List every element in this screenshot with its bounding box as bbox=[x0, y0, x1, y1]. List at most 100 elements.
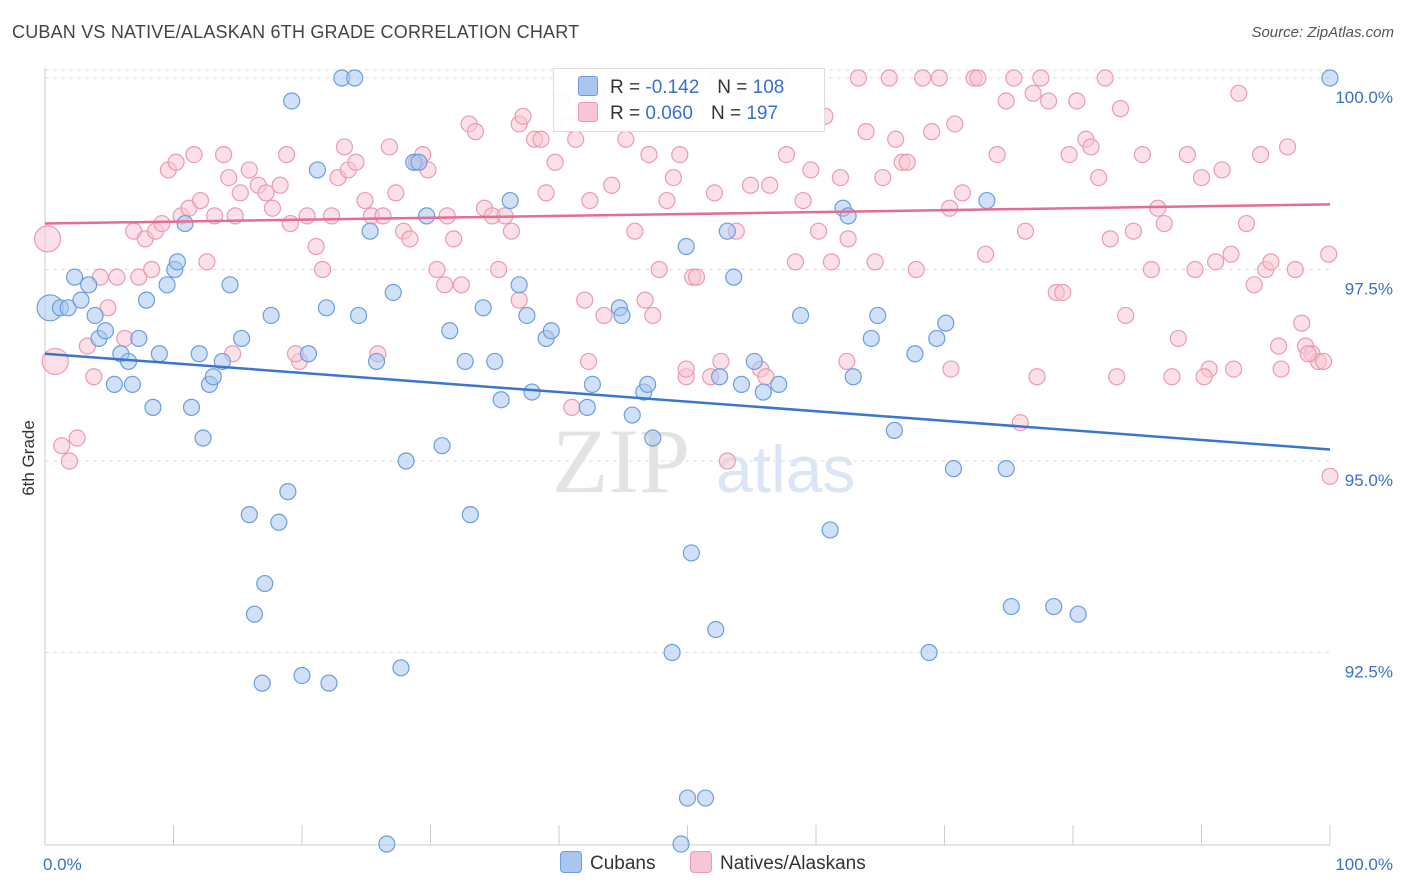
watermark-zip: ZIP bbox=[552, 410, 690, 512]
legend-n-label: N = bbox=[710, 103, 742, 124]
natives-point bbox=[281, 214, 300, 233]
natives-point bbox=[567, 130, 585, 148]
natives-point bbox=[1060, 146, 1078, 164]
chart-title: CUBAN VS NATIVE/ALASKAN 6TH GRADE CORREL… bbox=[12, 22, 580, 42]
natives-point bbox=[108, 268, 126, 286]
cubans-point bbox=[456, 352, 474, 371]
cubans-point bbox=[293, 666, 311, 685]
legend-r-label: R = bbox=[610, 77, 641, 98]
natives-point bbox=[969, 69, 987, 87]
natives-point bbox=[907, 260, 925, 279]
natives-point bbox=[1225, 360, 1243, 378]
cubans-point bbox=[221, 276, 239, 294]
natives-point bbox=[1213, 161, 1231, 179]
cubans-point bbox=[696, 789, 715, 807]
cubans-point bbox=[885, 421, 903, 439]
cubans-point bbox=[123, 375, 141, 393]
natives-point bbox=[428, 260, 446, 279]
legend-n-value: 108 bbox=[752, 77, 785, 98]
cubans-point bbox=[245, 605, 264, 623]
y-tick-label: 97.5% bbox=[1345, 280, 1393, 299]
cubans-point bbox=[65, 268, 84, 286]
cubans-point bbox=[578, 398, 596, 416]
natives-point bbox=[997, 92, 1015, 110]
cubans-point bbox=[707, 620, 725, 639]
y-tick-label: 92.5% bbox=[1345, 663, 1393, 682]
natives-point bbox=[1082, 138, 1100, 156]
natives-point bbox=[1039, 92, 1058, 110]
natives-point bbox=[307, 237, 325, 256]
natives-point bbox=[532, 130, 550, 148]
natives-point bbox=[650, 260, 668, 279]
natives-point bbox=[1108, 368, 1126, 386]
cubans-point bbox=[80, 276, 98, 294]
legend-item-natives[interactable]: Natives/Alaskans bbox=[690, 851, 866, 875]
cubans-point bbox=[418, 207, 436, 225]
natives-point bbox=[490, 260, 508, 279]
legend-n-label: N = bbox=[717, 77, 748, 98]
cubans-point bbox=[262, 306, 280, 325]
natives-point bbox=[718, 452, 736, 470]
stats-legend: R = -0.142 N = 108 R = 0.060 N = 197 bbox=[553, 68, 825, 132]
natives-point bbox=[1262, 253, 1280, 271]
natives-point bbox=[185, 146, 203, 164]
natives-point bbox=[914, 69, 932, 87]
natives-point bbox=[687, 268, 706, 286]
cubans-point bbox=[59, 299, 77, 317]
legend-r-value: 0.060 bbox=[645, 103, 693, 124]
natives-point bbox=[374, 207, 392, 225]
natives-point bbox=[977, 245, 995, 263]
cubans-point bbox=[732, 375, 751, 393]
source-label: Source: ZipAtlas.com bbox=[1251, 24, 1394, 41]
natives-swatch bbox=[578, 102, 598, 122]
natives-point bbox=[263, 199, 282, 217]
natives-point bbox=[942, 360, 960, 378]
natives-point bbox=[1269, 337, 1288, 355]
natives-point bbox=[953, 184, 972, 202]
cubans-point bbox=[105, 375, 123, 393]
natives-point bbox=[1230, 84, 1248, 102]
natives-point bbox=[595, 306, 613, 325]
natives-point bbox=[41, 347, 69, 376]
cubans-point bbox=[518, 306, 536, 325]
natives-point bbox=[313, 260, 332, 279]
natives-point bbox=[1101, 230, 1119, 248]
series-cubans bbox=[36, 69, 1339, 853]
cubans-point bbox=[182, 398, 201, 416]
natives-point bbox=[198, 253, 216, 271]
natives-point bbox=[401, 230, 419, 248]
cubans-point bbox=[96, 322, 114, 340]
natives-point bbox=[1321, 467, 1339, 485]
natives-point bbox=[1005, 69, 1023, 87]
legend-item-cubans[interactable]: Cubans bbox=[560, 851, 656, 875]
natives-point bbox=[1237, 214, 1256, 233]
cubans-point bbox=[678, 789, 697, 807]
natives-point bbox=[167, 153, 185, 171]
natives-point bbox=[335, 138, 354, 156]
cubans-point bbox=[523, 383, 541, 401]
natives-point bbox=[802, 161, 820, 179]
natives-point bbox=[1299, 345, 1317, 363]
legend-r-label: R = bbox=[610, 103, 641, 124]
cubans-point bbox=[270, 513, 288, 531]
natives-point bbox=[537, 184, 555, 202]
natives-point bbox=[640, 146, 658, 164]
natives-point bbox=[220, 168, 238, 187]
cubans-point bbox=[433, 437, 451, 455]
natives-point bbox=[1124, 222, 1142, 240]
cubans-point bbox=[86, 306, 104, 325]
cubans-point bbox=[158, 276, 176, 294]
cubans-point bbox=[920, 643, 938, 662]
natives-point bbox=[322, 207, 341, 225]
natives-point bbox=[1032, 69, 1050, 87]
cubans-point bbox=[150, 345, 168, 363]
cubans-point bbox=[441, 322, 459, 340]
cubans-point bbox=[308, 161, 327, 179]
cubans-point bbox=[283, 92, 301, 110]
natives-point bbox=[33, 225, 62, 253]
natives-point bbox=[1320, 245, 1338, 263]
legend-r-value: -0.142 bbox=[645, 77, 700, 98]
natives-point bbox=[946, 115, 964, 133]
natives-point bbox=[1222, 245, 1240, 263]
natives-trend-line bbox=[44, 203, 1331, 225]
